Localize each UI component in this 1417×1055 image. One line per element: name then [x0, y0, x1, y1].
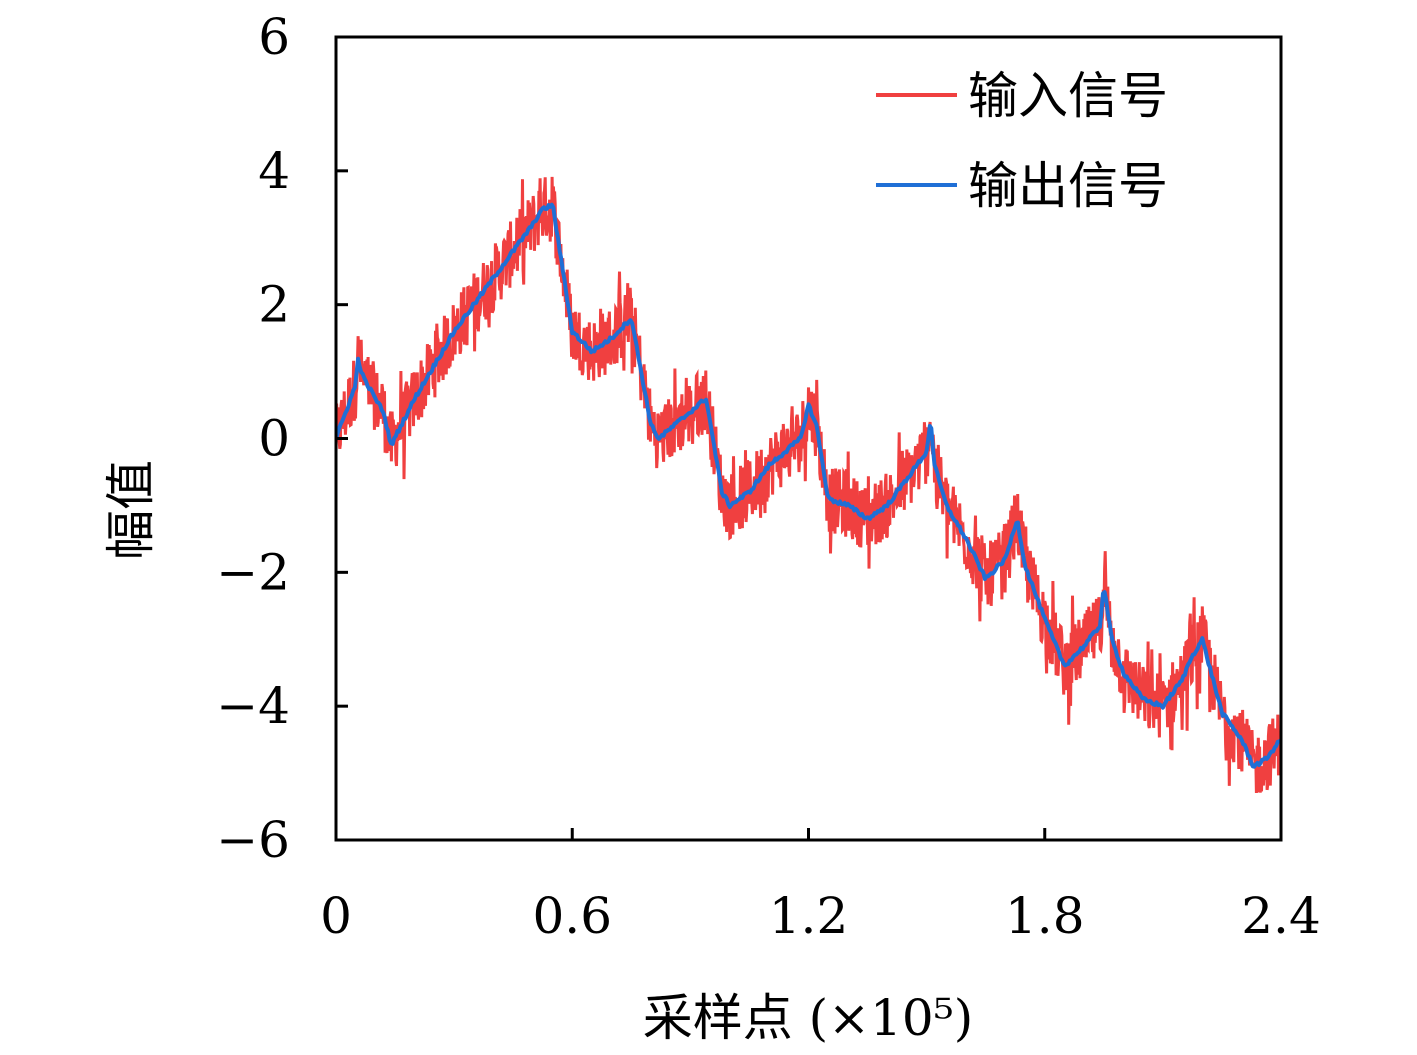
x-tick-label: 1.2 — [769, 887, 849, 945]
legend-label-output: 输出信号 — [968, 157, 1168, 215]
x-tick-label: 0 — [320, 887, 352, 945]
x-tick-label: 2.4 — [1241, 887, 1321, 945]
y-tick-label: 6 — [258, 8, 290, 66]
y-tick-label: −6 — [216, 811, 290, 869]
y-tick-label: −2 — [216, 543, 290, 601]
tick-layer: 0 0.6 1.2 1.8 2.4 6 4 2 0 −2 −4 −6 — [216, 8, 1320, 945]
y-tick-label: 4 — [258, 142, 290, 200]
series-line-input — [336, 176, 1281, 794]
y-tick-label: 0 — [258, 410, 290, 468]
series-line-output — [336, 202, 1281, 769]
y-tick-label: 2 — [258, 276, 290, 334]
x-tick-label: 0.6 — [532, 887, 612, 945]
legend: 输入信号 输出信号 — [876, 67, 1168, 215]
legend-label-input: 输入信号 — [968, 67, 1168, 125]
x-axis-label: 采样点 (×10⁵) — [643, 989, 973, 1047]
series-layer — [336, 176, 1281, 794]
y-axis-label: 幅值 — [102, 460, 160, 560]
x-tick-label: 1.8 — [1005, 887, 1085, 945]
y-tick-label: −4 — [216, 677, 290, 735]
